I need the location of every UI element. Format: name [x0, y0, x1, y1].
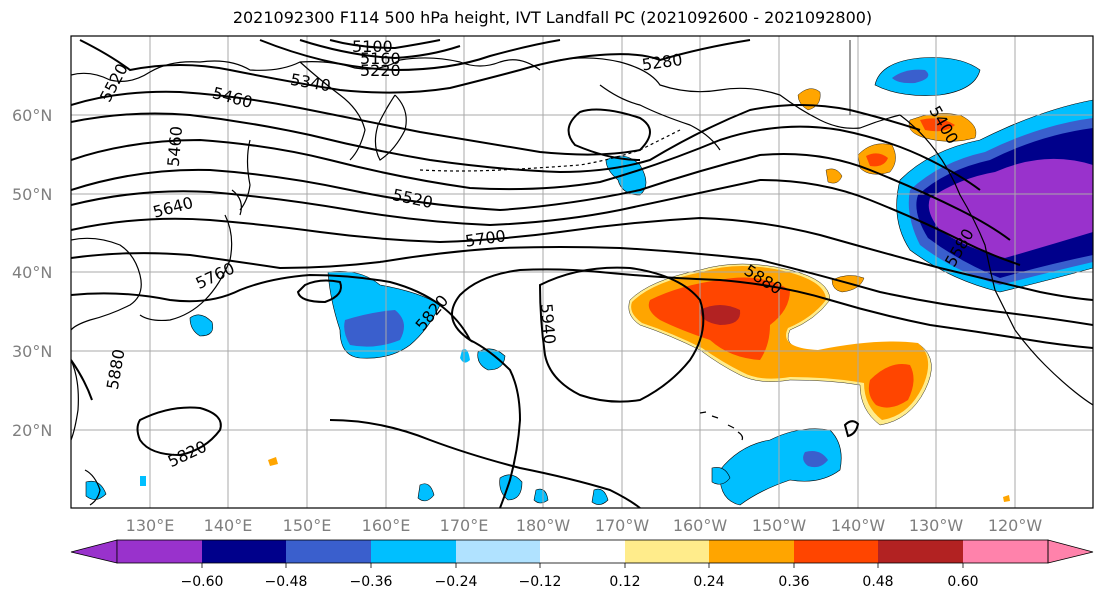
lon-label-140e: 140°E	[204, 516, 253, 535]
contour-label-5880-west: 5880	[103, 348, 129, 391]
colorbar-tick-label: 0.24	[693, 574, 724, 590]
colorbar-tick-label: −0.60	[181, 574, 224, 590]
map-panel: 5100 5160 5220 5280 5340 5460 5520 5460 …	[71, 36, 1093, 508]
ivt-positive-shading	[268, 88, 1010, 502]
longitude-labels: 130°E 140°E 150°E 160°E 170°E 180°W 170°…	[126, 516, 1043, 535]
colorbar-segment	[709, 540, 794, 563]
ivt-region-bering	[605, 155, 647, 196]
lon-label-150e: 150°E	[283, 516, 332, 535]
map-frame	[70, 35, 1094, 509]
lon-label-150w: 150°W	[752, 516, 807, 535]
contour-label-5460-upper: 5460	[210, 83, 254, 112]
lon-label-170e: 170°E	[440, 516, 489, 535]
lat-label-60n: 60°N	[12, 106, 52, 125]
lat-label-40n: 40°N	[12, 263, 52, 282]
colorbar-tick-label: 0.60	[947, 574, 978, 590]
colorbar: −0.60 −0.48 −0.36 −0.24 −0.12 0.12 0.24 …	[70, 539, 1094, 590]
colorbar-segment	[878, 540, 963, 563]
colorbar-tick-label: 0.48	[862, 574, 893, 590]
colorbar-extend-high	[1047, 539, 1094, 564]
contour-label-5160: 5160	[360, 49, 401, 68]
colorbar-segment	[456, 540, 540, 563]
colorbar-tick-label: −0.36	[350, 574, 393, 590]
contour-label-5340: 5340	[289, 70, 332, 96]
lat-label-30n: 30°N	[12, 342, 52, 361]
lon-label-130w: 130°W	[909, 516, 964, 535]
lat-label-50n: 50°N	[12, 185, 52, 204]
colorbar-segment	[794, 540, 878, 563]
contour-labels: 5100 5160 5220 5280 5340 5460 5520 5460 …	[96, 37, 978, 471]
contour-label-5640: 5640	[151, 193, 195, 222]
lon-label-180w: 180°W	[516, 516, 571, 535]
colorbar-frame	[116, 539, 1049, 564]
map-title: 2021092300 F114 500 hPa height, IVT Land…	[232, 8, 873, 27]
lat-label-20n: 20°N	[12, 421, 52, 440]
height-contours	[71, 39, 1093, 508]
colorbar-segment	[371, 540, 456, 563]
contour-label-5460-west: 5460	[164, 125, 186, 167]
colorbar-tick-label: −0.12	[519, 574, 562, 590]
latitude-labels: 60°N 50°N 40°N 30°N 20°N	[12, 106, 52, 440]
colorbar-tick-label: 0.12	[609, 574, 640, 590]
colorbar-tick-label: −0.48	[265, 574, 308, 590]
colorbar-segment	[625, 540, 709, 563]
colorbar-segment	[286, 540, 371, 563]
ivt-region-subtropics	[719, 428, 842, 506]
lon-label-170w: 170°W	[595, 516, 650, 535]
colorbar-tick-label: −0.24	[435, 574, 478, 590]
contour-label-5940: 5940	[537, 303, 559, 345]
colorbar-segment	[540, 540, 625, 563]
lon-label-120w: 120°W	[988, 516, 1043, 535]
contour-label-5820-south: 5820	[165, 437, 210, 471]
colorbar-segment	[202, 540, 286, 563]
lon-label-140w: 140°W	[831, 516, 886, 535]
contour-label-5280: 5280	[641, 50, 684, 74]
lon-label-130e: 130°E	[126, 516, 175, 535]
lon-label-160e: 160°E	[362, 516, 411, 535]
colorbar-segment	[963, 540, 1048, 563]
contour-label-5520-west: 5520	[96, 60, 132, 105]
contour-label-5520: 5520	[391, 185, 435, 212]
contour-label-5220: 5220	[360, 61, 401, 80]
lon-label-160w: 160°W	[673, 516, 728, 535]
contour-label-5100: 5100	[352, 37, 393, 56]
colorbar-segment	[117, 540, 202, 563]
graticule	[71, 36, 1093, 508]
colorbar-tick-label: 0.36	[778, 574, 809, 590]
colorbar-extend-low	[70, 539, 118, 564]
